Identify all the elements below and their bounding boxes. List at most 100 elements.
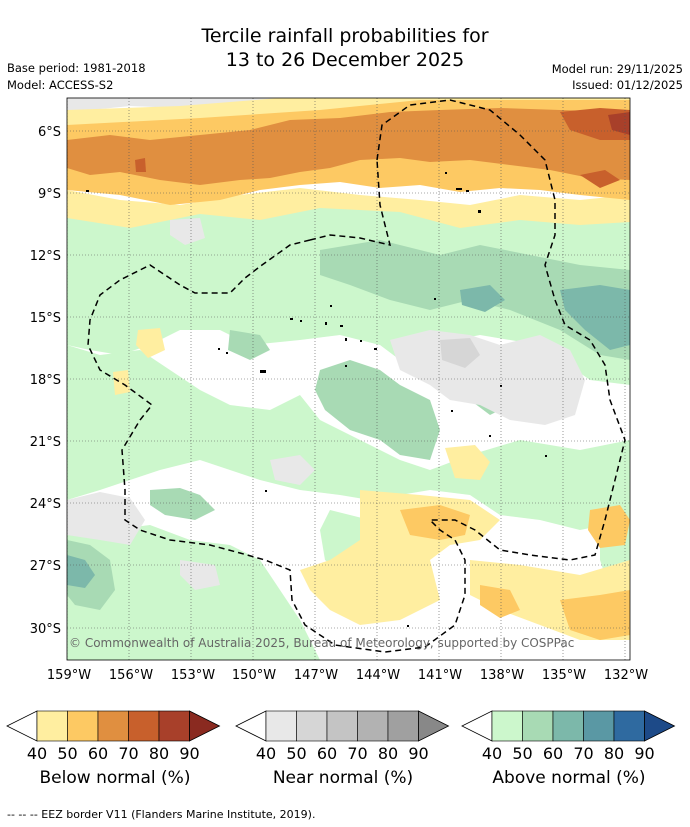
- lat-label: 18°S: [30, 373, 61, 388]
- eez-border: [87, 99, 626, 653]
- islands: [86, 172, 547, 627]
- lat-axis: 6°S 9°S 12°S 15°S 18°S 21°S 24°S 27°S 30…: [30, 125, 61, 637]
- above-normal-region: [315, 360, 440, 460]
- lon-label: 144°W: [356, 668, 400, 683]
- colorbar-segment: [522, 710, 554, 742]
- colorbar-tick: 40: [256, 744, 276, 763]
- colorbar-tick: 60: [317, 744, 337, 763]
- colorbar-tick: 50: [57, 744, 77, 763]
- colorbar-underflow: [6, 710, 38, 742]
- colorbar-segment: [128, 710, 160, 742]
- colorbar-segment: [67, 710, 99, 742]
- colorbar-tick: 60: [88, 744, 108, 763]
- below-normal-region: [580, 170, 620, 188]
- colorbar-underflow: [461, 710, 493, 742]
- lon-label: 141°W: [418, 668, 462, 683]
- lat-label: 12°S: [30, 249, 61, 264]
- colorbar-segment: [265, 710, 297, 742]
- map-frame: [66, 97, 631, 661]
- near-normal-region: [67, 492, 145, 545]
- lon-label: 153°W: [171, 668, 215, 683]
- colorbar-overflow: [418, 710, 450, 742]
- issued-date: Issued: 01/12/2025: [572, 78, 683, 92]
- colorbar-tick: 90: [408, 744, 428, 763]
- above-normal-region: [560, 285, 630, 350]
- colorbar-underflow: [235, 710, 267, 742]
- graticule: [67, 98, 630, 660]
- colorbar-tick: 70: [573, 744, 593, 763]
- eez-footer-note: -- -- -- EEZ border V11 (Flanders Marine…: [7, 808, 316, 821]
- colorbar-segment: [583, 710, 615, 742]
- chart-title-line2: 13 to 26 December 2025: [225, 49, 465, 71]
- chart-title-line1: Tercile rainfall probabilities for: [201, 25, 489, 47]
- above-normal-region: [67, 345, 630, 530]
- colorbar-segment: [387, 710, 419, 742]
- colorbar-tick: 50: [512, 744, 532, 763]
- lon-label: 156°W: [109, 668, 153, 683]
- lat-label: 30°S: [30, 622, 61, 637]
- above-normal-region: [67, 555, 95, 588]
- below-normal-region: [560, 590, 630, 640]
- below-normal-region: [113, 370, 130, 395]
- colorbar-tick: 80: [604, 744, 624, 763]
- lon-label: 135°W: [542, 668, 586, 683]
- colorbar-2: 40 50 60 70 80 90: [461, 710, 676, 763]
- colorbar-tick: 60: [543, 744, 563, 763]
- below-normal-region: [588, 505, 630, 548]
- below-normal-region: [67, 188, 630, 228]
- near-normal-region: [180, 560, 220, 590]
- colorbar-tick: 90: [179, 744, 199, 763]
- lat-label: 24°S: [30, 497, 61, 512]
- lon-label: 159°W: [47, 668, 91, 683]
- colorbar-segment: [357, 710, 389, 742]
- model-name: Model: ACCESS-S2: [7, 78, 114, 92]
- lon-label: 138°W: [480, 668, 524, 683]
- above-normal-label: Above normal (%): [492, 768, 646, 788]
- below-normal-region: [400, 505, 470, 540]
- colorbar-tick: 90: [634, 744, 654, 763]
- above-normal-region: [150, 488, 215, 520]
- lat-label: 27°S: [30, 559, 61, 574]
- below-normal-region: [445, 445, 490, 480]
- near-normal-region: [270, 455, 315, 485]
- colorbar-segment: [552, 710, 584, 742]
- below-normal-region: [480, 585, 520, 618]
- colorbar-1: 40 50 60 70 80 90: [235, 710, 450, 763]
- lat-label: 15°S: [30, 311, 61, 326]
- colorbar-segment: [158, 710, 190, 742]
- above-normal-region: [228, 330, 270, 360]
- below-normal-label: Below normal (%): [39, 768, 191, 788]
- near-normal-region: [440, 338, 480, 368]
- colorbar-overflow: [189, 710, 221, 742]
- above-normal-region: [67, 520, 320, 660]
- colorbars: 40 50 60 70 80 90 40 50 60 70 80 90 40 50 60 70 80 90: [6, 710, 676, 763]
- colorbar-tick: 50: [286, 744, 306, 763]
- colorbar-tick: 80: [149, 744, 169, 763]
- colorbar-segment: [613, 710, 645, 742]
- below-normal-region: [136, 328, 165, 358]
- colorbar-segment: [491, 710, 523, 742]
- lat-label: 6°S: [38, 125, 61, 140]
- below-normal-region: [67, 108, 630, 185]
- above-normal-region: [460, 285, 505, 312]
- base-period: Base period: 1981-2018: [7, 61, 146, 75]
- colorbar-overflow: [644, 710, 676, 742]
- below-normal-region: [135, 158, 146, 172]
- colorbar-segment: [296, 710, 328, 742]
- lon-label: 147°W: [294, 668, 338, 683]
- colorbar-tick: 70: [347, 744, 367, 763]
- near-normal-region: [170, 218, 205, 245]
- near-normal-label: Near normal (%): [272, 768, 414, 788]
- colorbar-tick: 40: [482, 744, 502, 763]
- lon-label: 150°W: [232, 668, 276, 683]
- colorbar-tick: 70: [118, 744, 138, 763]
- colorbar-segment: [97, 710, 129, 742]
- colorbar-0: 40 50 60 70 80 90: [6, 710, 221, 763]
- map-field: [67, 98, 630, 660]
- lon-axis: 159°W 156°W 153°W 150°W 147°W 144°W 141°…: [47, 668, 648, 683]
- lat-label: 21°S: [30, 435, 61, 450]
- model-run: Model run: 29/11/2025: [551, 62, 683, 76]
- copyright-text: © Commonwealth of Australia 2025, Bureau…: [69, 636, 574, 650]
- lon-label: 132°W: [604, 668, 648, 683]
